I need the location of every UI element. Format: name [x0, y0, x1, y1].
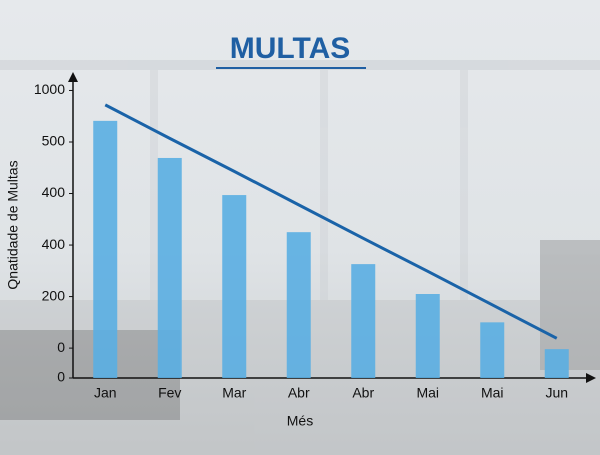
y-tick-label: 200 [42, 287, 66, 303]
trend-line [104, 103, 558, 340]
x-tick-label: Fev [158, 385, 181, 401]
x-tick-label: Mar [222, 385, 246, 401]
y-tick-label: 400 [42, 236, 66, 252]
x-tick-label: Abr [288, 385, 310, 401]
x-tick-label: Jun [545, 385, 568, 401]
y-axis-label: Qnatidade de Multas [5, 160, 21, 289]
bar [544, 349, 569, 378]
x-tick-label: Mai [416, 385, 439, 401]
y-tick-label: 400 [42, 184, 66, 200]
y-tick-label: 500 [42, 133, 66, 149]
bar [415, 294, 440, 378]
bar [286, 232, 311, 378]
bar [222, 195, 247, 378]
y-tick-label: 1000 [34, 81, 65, 97]
x-axis-label: Més [287, 413, 313, 429]
bar [480, 322, 505, 378]
bar [157, 157, 182, 378]
x-tick-label: Mai [481, 385, 504, 401]
y-tick-label: 0 [57, 369, 65, 385]
y-tick-label: 0 [57, 339, 65, 355]
bar [93, 120, 118, 378]
x-tick-label: Abr [352, 385, 374, 401]
x-tick-label: Jan [94, 385, 117, 401]
y-axis-arrow [68, 72, 78, 82]
bar [351, 264, 376, 378]
chart-title: MULTAS [230, 32, 351, 65]
x-axis-arrow [586, 373, 596, 383]
